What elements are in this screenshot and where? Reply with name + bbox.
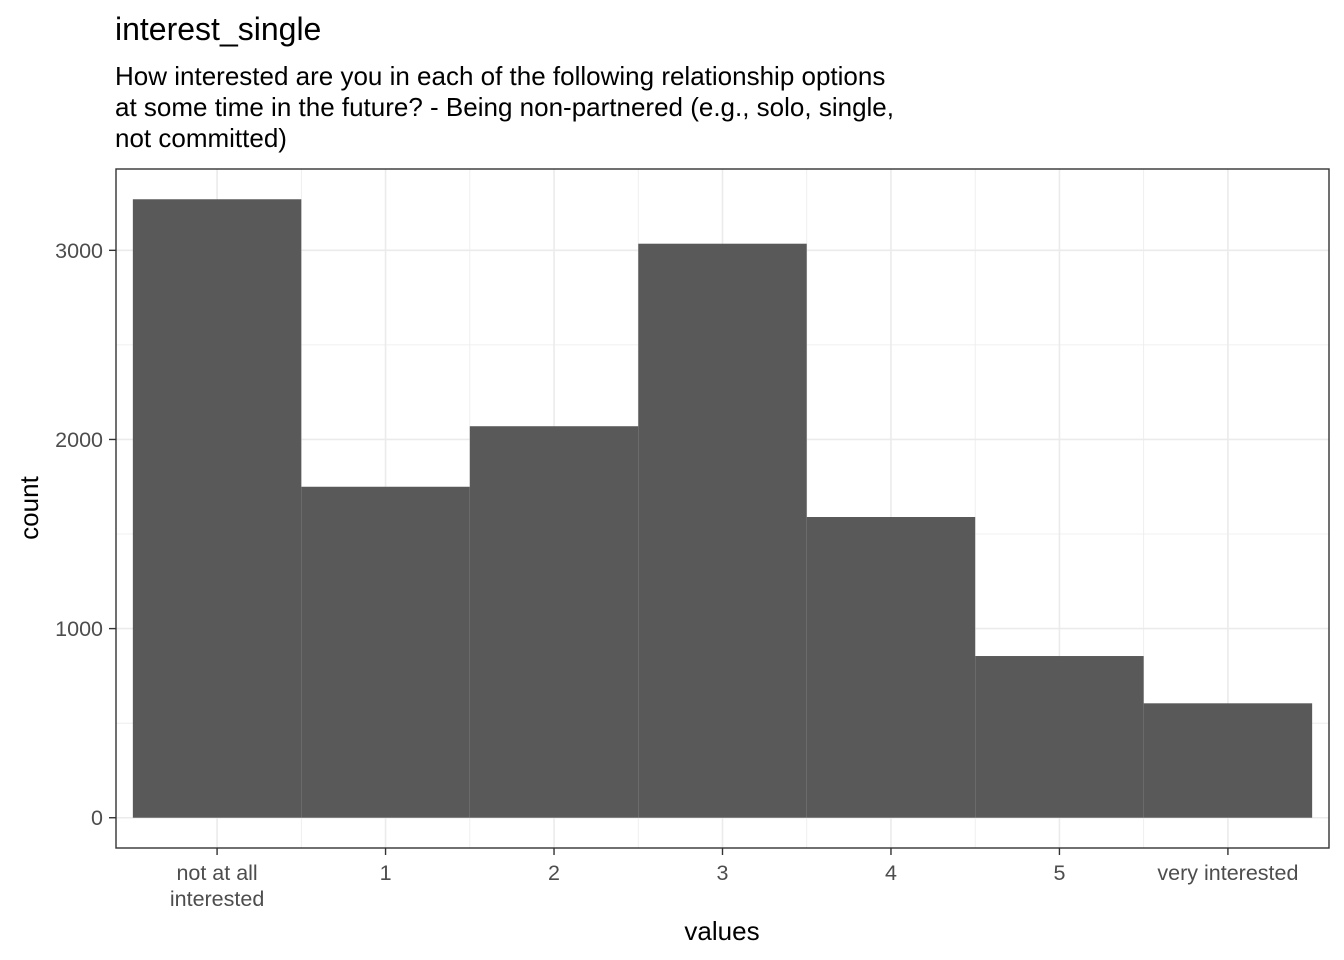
bar-4 xyxy=(638,243,807,818)
bar-3 xyxy=(469,426,639,818)
x-tick-label: interested xyxy=(170,887,264,911)
bar-7 xyxy=(1143,703,1313,818)
bars xyxy=(132,199,1313,818)
bar-6 xyxy=(975,656,1144,818)
x-tick-label: 5 xyxy=(1053,861,1065,885)
bar-2 xyxy=(301,486,470,818)
chart-title: interest_single xyxy=(115,11,321,47)
y-tick-label: 1000 xyxy=(55,617,103,641)
bar-5 xyxy=(806,517,976,818)
chart-subtitle-line-2: at some time in the future? - Being non-… xyxy=(115,92,894,122)
chart-subtitle-line-3: not committed) xyxy=(115,123,287,153)
x-tick-label: 2 xyxy=(548,861,560,885)
y-tick-label: 2000 xyxy=(55,428,103,452)
x-tick-label: 4 xyxy=(885,861,897,885)
y-axis-title: count xyxy=(14,475,44,539)
x-axis-title: values xyxy=(684,916,759,946)
bar-1 xyxy=(132,199,302,818)
y-tick-label: 0 xyxy=(91,806,103,830)
x-tick-label: 1 xyxy=(380,861,392,885)
x-tick-label: very interested xyxy=(1157,861,1298,885)
chart-subtitle-line-1: How interested are you in each of the fo… xyxy=(115,61,885,91)
x-tick-label: not at all xyxy=(176,861,257,885)
y-tick-label: 3000 xyxy=(55,239,103,263)
x-tick-label: 3 xyxy=(717,861,729,885)
y-axis: 0 1000 2000 3000 xyxy=(55,239,116,830)
